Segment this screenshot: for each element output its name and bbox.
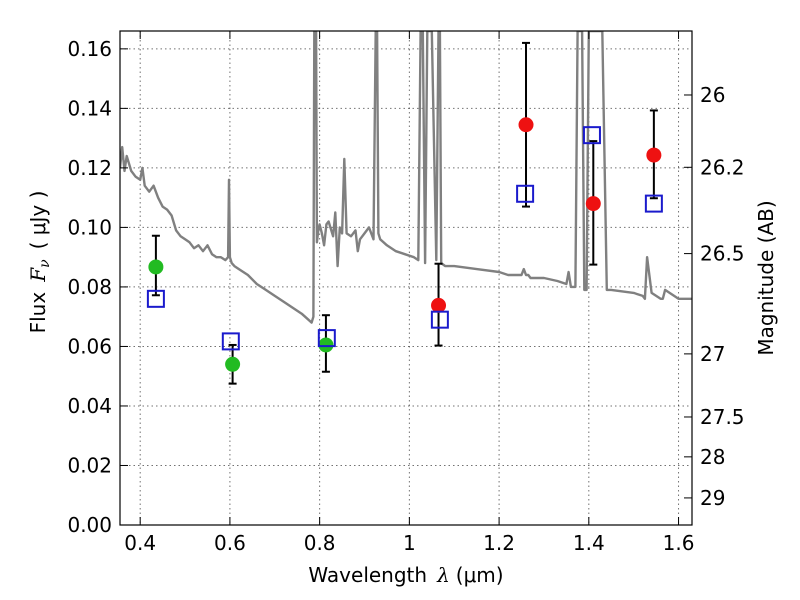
y-tick-label: 0.08 — [67, 275, 112, 299]
model-spectrum-line — [120, 31, 692, 324]
data-point-circle — [225, 356, 241, 372]
y-tick-label: 0.12 — [67, 156, 112, 180]
y-tick-label: 0.10 — [67, 215, 112, 239]
y2-tick-label: 27.5 — [700, 405, 745, 429]
x-tick-label: 0.6 — [214, 531, 246, 555]
model-point-square — [430, 310, 449, 329]
y2-axis-label: Magnitude (AB) — [754, 200, 778, 355]
y-tick-label: 0.06 — [67, 334, 112, 358]
y-tick-label: 0.16 — [67, 37, 112, 61]
x-tick-label: 1.4 — [573, 531, 605, 555]
x-axis-label: Wavelength λ (μm) — [308, 563, 503, 587]
y-tick-label: 0.04 — [67, 394, 112, 418]
y-label-prefix: Flux — [26, 292, 50, 334]
x-label-symbol: λ — [436, 563, 450, 587]
plot-background — [120, 31, 692, 525]
x-label-unit: (μm) — [456, 563, 504, 587]
y2-tick-label: 26.5 — [700, 242, 745, 266]
x-label-prefix: Wavelength — [308, 563, 427, 587]
model-point-square — [516, 184, 535, 203]
y2-tick-label: 26.2 — [700, 155, 745, 179]
model-point-square — [146, 289, 165, 308]
y-tick-label: 0.02 — [67, 453, 112, 477]
data-point-circle — [318, 337, 334, 353]
model-point-square — [317, 329, 336, 348]
x-tick-label: 0.4 — [124, 531, 156, 555]
y2-tick-label: 29 — [700, 486, 725, 510]
data-point-circle — [431, 297, 447, 313]
y-tick-label: 0.00 — [67, 513, 112, 537]
x-tick-label: 1.2 — [483, 531, 515, 555]
x-tick-label: 0.8 — [304, 531, 336, 555]
data-point-circle — [646, 147, 662, 163]
data-point-circle — [148, 259, 164, 275]
data-point-circle — [518, 117, 534, 133]
model-point-square — [644, 194, 663, 213]
data-point-circle — [585, 196, 601, 212]
y2-tick-label: 28 — [700, 445, 725, 469]
y-label-symbol: F — [26, 267, 50, 283]
y2-tick-label: 26 — [700, 83, 725, 107]
y2-tick-label: 27 — [700, 342, 725, 366]
x-tick-label: 1 — [403, 531, 416, 555]
plot-frame — [119, 30, 693, 526]
y-axis-label: Flux Fν ( μJy ) — [26, 191, 53, 334]
y-label-subscript: ν — [37, 259, 53, 268]
x-tick-label: 1.6 — [663, 531, 695, 555]
y-label-unit: ( μJy ) — [26, 191, 50, 250]
data-marks — [146, 41, 663, 385]
model-point-square — [582, 126, 601, 145]
model-point-square — [221, 332, 240, 351]
y-tick-label: 0.14 — [67, 96, 112, 120]
ticks: 0.4 0.6 0.8 1 1.2 1.4 1.6 0.00 0.02 0.04 0.06 0.08 0… — [67, 31, 745, 555]
